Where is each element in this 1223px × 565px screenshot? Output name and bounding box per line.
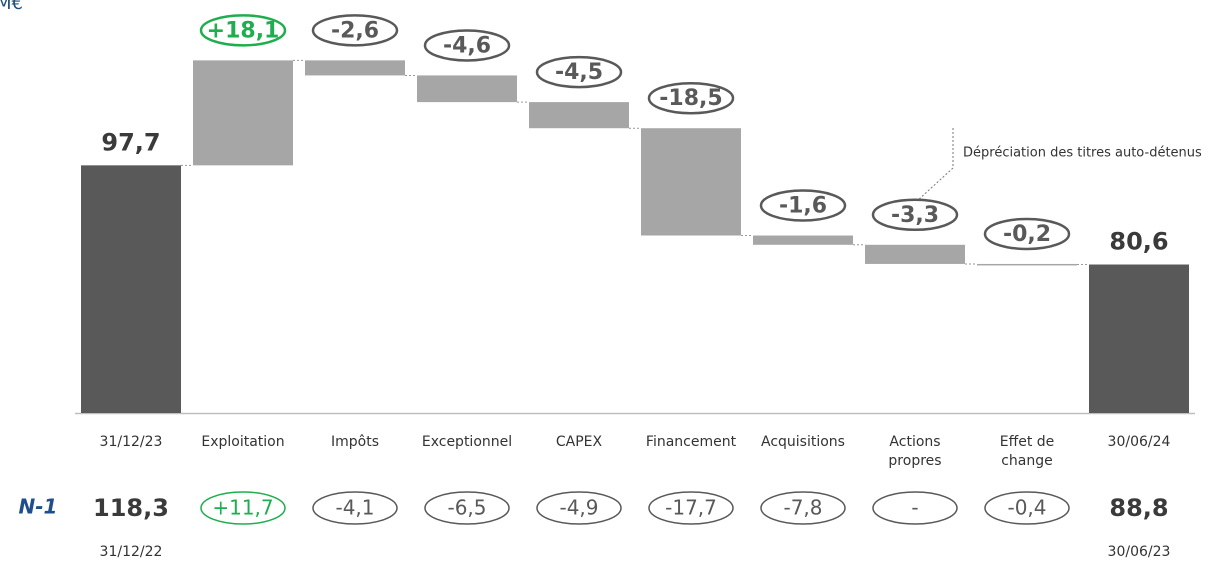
comparison-ellipse xyxy=(312,491,398,525)
x-tick-label: Impôts xyxy=(330,434,379,450)
x-tick-label: CAPEX xyxy=(555,434,603,450)
comparison-label: N-1 xyxy=(19,495,58,519)
comparison-value: 118,3 xyxy=(93,494,169,522)
comparison-value: -17,7 xyxy=(665,496,717,520)
value-label: -3,3 xyxy=(891,203,939,228)
comparison-ellipse xyxy=(760,491,846,525)
x-tick-label: Exploitation xyxy=(201,434,285,450)
value-label: -18,5 xyxy=(659,86,722,111)
x-tick-label: Acquisitions xyxy=(761,434,845,450)
comparison-value: +11,7 xyxy=(212,496,273,520)
x-tick-label: 30/06/24 xyxy=(1107,434,1171,450)
label-ellipse xyxy=(199,14,287,47)
annotation-leader xyxy=(904,128,954,213)
label-ellipse xyxy=(759,189,847,222)
label-ellipse xyxy=(423,29,511,62)
comparison-value: 88,8 xyxy=(1109,494,1168,522)
delta-bar xyxy=(529,102,629,129)
total-bar xyxy=(81,165,181,413)
label-ellipse xyxy=(311,14,399,47)
delta-bar xyxy=(865,244,965,264)
label-ellipse xyxy=(983,217,1071,251)
comparison-ellipse xyxy=(872,491,958,525)
comparison-ellipse xyxy=(200,491,286,525)
value-label: 97,7 xyxy=(101,128,160,156)
comparison-value: - xyxy=(911,496,918,520)
end-date: 30/06/23 xyxy=(1108,544,1171,560)
x-tick-label: Effet de change xyxy=(999,434,1055,469)
x-tick-label: Exceptionnel xyxy=(421,434,513,450)
delta-bar xyxy=(417,75,517,103)
comparison-value: -7,8 xyxy=(783,496,822,520)
comparison-ellipse xyxy=(536,491,622,525)
comparison-value: -6,5 xyxy=(447,496,486,520)
annotation: Dépréciation des titres auto-détenus xyxy=(963,146,1202,161)
label-ellipse xyxy=(647,81,735,115)
value-label: -0,2 xyxy=(1003,222,1051,247)
value-label: -4,5 xyxy=(555,60,603,85)
value-label: +18,1 xyxy=(207,18,280,43)
x-tick-label: Actions propres xyxy=(888,434,942,469)
chart-title: M€ xyxy=(0,0,23,14)
comparison-value: -4,9 xyxy=(559,496,598,520)
delta-bar xyxy=(193,60,293,166)
delta-bar xyxy=(641,128,741,236)
label-ellipse xyxy=(535,55,623,89)
total-bar xyxy=(1089,264,1189,413)
comparison-ellipse xyxy=(424,491,510,525)
value-label: -2,6 xyxy=(331,18,379,43)
delta-bar xyxy=(305,60,405,76)
label-ellipse xyxy=(871,198,959,232)
start-date: 31/12/22 xyxy=(100,544,163,560)
x-tick-label: 31/12/23 xyxy=(99,434,163,450)
comparison-ellipse xyxy=(648,491,734,525)
comparison-ellipse xyxy=(984,491,1070,525)
value-label: 80,6 xyxy=(1109,228,1168,256)
comparison-value: -0,4 xyxy=(1007,496,1046,520)
comparison-value: -4,1 xyxy=(335,496,374,520)
value-label: -4,6 xyxy=(443,33,491,58)
delta-bar xyxy=(977,263,1077,266)
delta-bar xyxy=(753,235,853,245)
value-label: -1,6 xyxy=(779,194,827,219)
x-tick-label: Financement xyxy=(645,434,737,450)
